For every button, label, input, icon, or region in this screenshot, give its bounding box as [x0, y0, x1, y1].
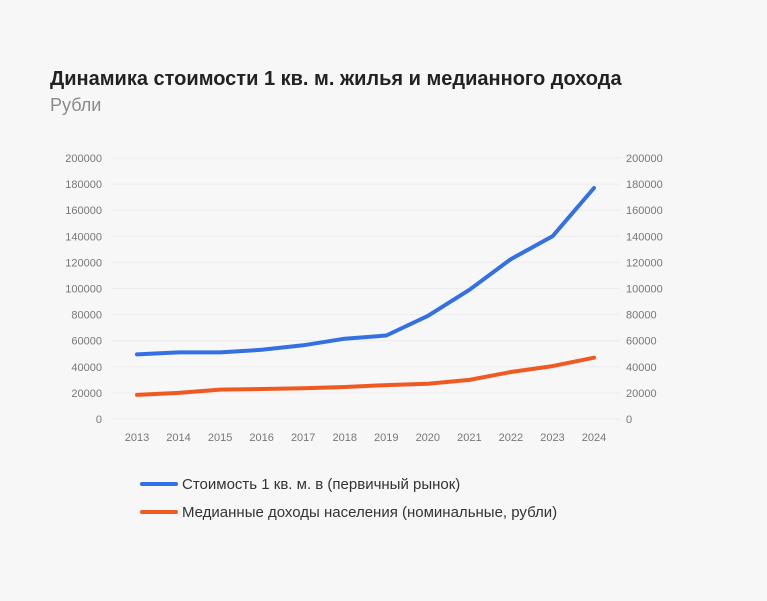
y-axis-left: 0 20000 40000 60000 80000 100000 120000 140000 1… [65, 153, 102, 426]
x-tick-label: 2018 [332, 432, 356, 444]
y2-tick-label: 0 [626, 414, 632, 426]
y2-tick-label: 120000 [626, 257, 663, 269]
x-tick-label: 2021 [457, 432, 481, 444]
x-tick-label: 2022 [499, 432, 523, 444]
y-tick-label: 100000 [65, 284, 102, 296]
legend-item-income: Медианные доходы населения (номинальные,… [140, 498, 557, 526]
x-axis: 2013 2014 2015 2016 2017 2018 2019 2020 2021 2022… [125, 432, 606, 444]
y-tick-label: 200000 [65, 153, 102, 165]
y2-tick-label: 80000 [626, 310, 657, 322]
series-line-price [135, 186, 596, 357]
y-tick-label: 80000 [71, 310, 102, 322]
series-line-income [135, 355, 596, 397]
y-axis-right: 0 20000 40000 60000 80000 100000 120000 140000 1… [626, 153, 663, 426]
x-tick-label: 2020 [416, 432, 440, 444]
y-tick-label: 40000 [71, 362, 102, 374]
y2-tick-label: 180000 [626, 179, 663, 191]
y-tick-label: 60000 [71, 336, 102, 348]
y-tick-label: 160000 [65, 205, 102, 217]
gridlines [112, 157, 620, 420]
legend-label-price: Стоимость 1 кв. м. в (первичный рынок) [182, 475, 461, 493]
y-tick-label: 0 [96, 414, 102, 426]
x-tick-label: 2023 [540, 432, 564, 444]
x-tick-label: 2014 [166, 432, 190, 444]
x-tick-label: 2013 [125, 432, 149, 444]
x-tick-label: 2024 [582, 432, 606, 444]
y-tick-label: 180000 [65, 179, 102, 191]
chart-subtitle: Рубли [50, 95, 102, 115]
chart-title: Динамика стоимости 1 кв. м. жилья и меди… [50, 68, 622, 90]
legend: Стоимость 1 кв. м. в (первичный рынок) М… [140, 470, 557, 526]
x-tick-label: 2019 [374, 432, 398, 444]
y-tick-label: 20000 [71, 388, 102, 400]
legend-swatch-income [140, 510, 178, 514]
legend-label-income: Медианные доходы населения (номинальные,… [182, 503, 558, 521]
y2-tick-label: 100000 [626, 284, 663, 296]
legend-item-price: Стоимость 1 кв. м. в (первичный рынок) [140, 470, 557, 498]
y-tick-label: 120000 [65, 257, 102, 269]
legend-swatch-price [140, 482, 178, 486]
y2-tick-label: 200000 [626, 153, 663, 165]
x-tick-label: 2015 [208, 432, 232, 444]
x-tick-label: 2017 [291, 432, 315, 444]
y2-tick-label: 140000 [626, 231, 663, 243]
series-lines [135, 186, 596, 397]
y2-tick-label: 20000 [626, 388, 657, 400]
x-tick-label: 2016 [249, 432, 273, 444]
y2-tick-label: 40000 [626, 362, 657, 374]
y-tick-label: 140000 [65, 231, 102, 243]
y2-tick-label: 60000 [626, 336, 657, 348]
y2-tick-label: 160000 [626, 205, 663, 217]
